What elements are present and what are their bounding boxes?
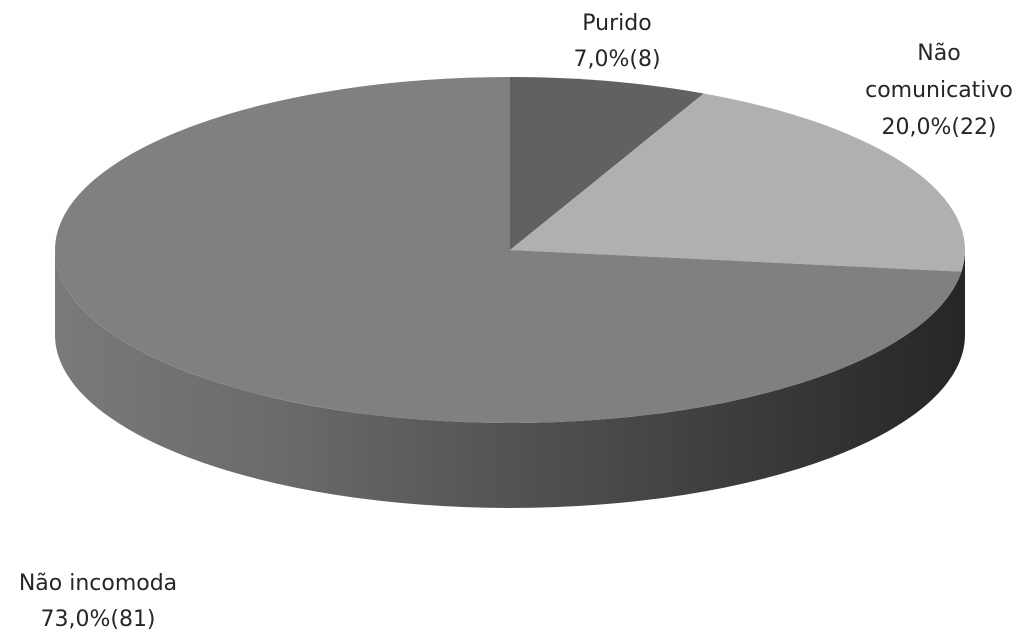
slice-value-purido: 7,0%(8) [573, 47, 660, 72]
slice-value-nao-comunicativo: 20,0%(22) [881, 115, 996, 140]
slice-labels: Purido 7,0%(8) Não comunicativo 20,0%(22… [19, 11, 1013, 632]
slice-label-purido: Purido [582, 11, 651, 36]
pie-slice-1 [510, 93, 965, 272]
pie-top-face [55, 77, 965, 424]
pie-slice-0 [510, 77, 704, 250]
slice-label-nao-incomoda: Não incomoda [19, 571, 177, 596]
pie-side-wall-surface [55, 250, 965, 508]
slice-value-nao-incomoda: 73,0%(81) [40, 607, 155, 632]
pie-side-wall [55, 250, 965, 508]
slice-label-nao-comunicativo-line2: comunicativo [865, 78, 1013, 103]
pie-slice-2 [55, 77, 962, 424]
slice-label-nao-comunicativo-line1: Não [917, 41, 960, 66]
